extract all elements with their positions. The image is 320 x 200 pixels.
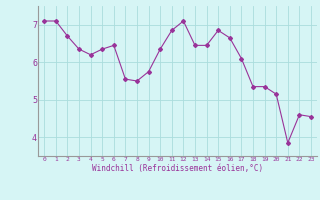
X-axis label: Windchill (Refroidissement éolien,°C): Windchill (Refroidissement éolien,°C) xyxy=(92,164,263,173)
